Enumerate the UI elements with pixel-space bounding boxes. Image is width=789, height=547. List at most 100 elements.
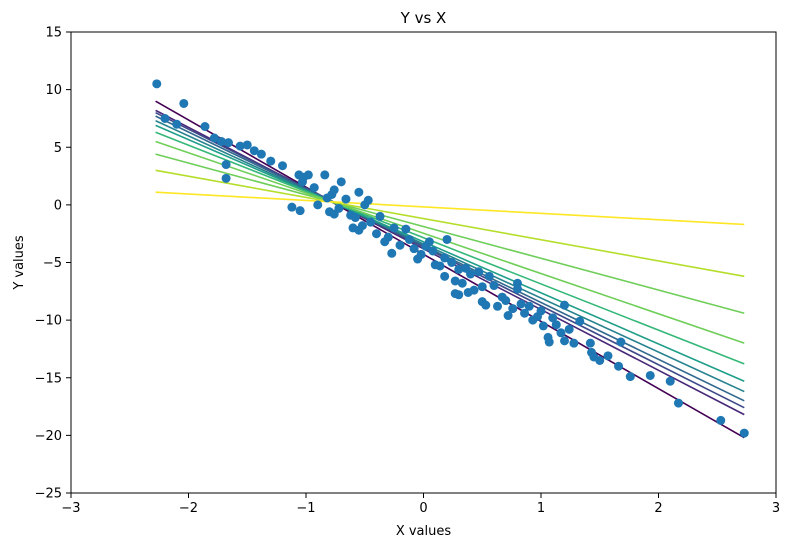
data-point-94 [548, 313, 558, 323]
data-point-11 [256, 149, 266, 159]
data-point-99 [564, 324, 574, 334]
data-point-77 [489, 281, 499, 291]
x-tick-label-1: −2 [179, 501, 198, 516]
data-point-37 [363, 195, 373, 205]
data-point-62 [447, 258, 457, 267]
data-point-91 [538, 321, 548, 331]
fit-line-5 [155, 124, 745, 382]
data-point-110 [645, 370, 655, 380]
data-point-56 [428, 246, 438, 256]
data-point-98 [560, 300, 569, 310]
data-point-106 [603, 351, 613, 361]
data-point-12 [266, 156, 276, 166]
data-point-24 [313, 200, 323, 210]
data-point-112 [673, 398, 683, 408]
data-point-100 [569, 338, 579, 348]
data-point-22 [309, 183, 319, 193]
fit-line-6 [155, 131, 745, 365]
data-point-93 [544, 337, 554, 347]
data-point-114 [739, 428, 749, 438]
data-point-101 [575, 316, 585, 326]
data-point-85 [516, 299, 526, 309]
data-point-46 [387, 248, 397, 258]
data-point-20 [303, 170, 313, 180]
data-point-16 [287, 202, 297, 212]
data-point-87 [524, 301, 534, 311]
data-point-75 [481, 300, 491, 310]
data-point-53 [416, 249, 426, 259]
scatter-points [152, 79, 749, 438]
data-point-64 [454, 264, 464, 274]
data-point-55 [424, 237, 434, 247]
x-tick-label-5: 2 [654, 501, 662, 516]
data-point-50 [404, 234, 414, 244]
fit-lines [155, 100, 745, 439]
data-point-47 [389, 223, 399, 233]
chart-title: Y vs X [400, 9, 447, 27]
data-point-6 [216, 136, 226, 146]
data-point-28 [336, 177, 346, 187]
y-axis-ticks: −25 −20 −15 −10 −5 0 5 10 15 [35, 26, 71, 502]
data-point-32 [341, 194, 351, 204]
data-point-61 [442, 234, 452, 244]
y-axis-label: Y values [12, 235, 27, 291]
data-point-67 [457, 278, 467, 288]
y-tick-label-2: −15 [35, 371, 62, 386]
y-tick-label-6: 5 [54, 141, 62, 156]
data-point-58 [435, 261, 445, 271]
data-point-108 [614, 361, 624, 371]
data-point-34 [350, 213, 360, 223]
data-point-51 [409, 244, 419, 254]
data-point-8 [235, 141, 245, 151]
data-point-10 [249, 146, 259, 156]
data-point-4 [200, 122, 210, 132]
data-point-95 [551, 320, 561, 330]
data-point-45 [383, 232, 393, 242]
data-point-2 [160, 113, 170, 123]
x-tick-label-0: −3 [61, 501, 80, 516]
data-point-3 [172, 119, 182, 129]
data-point-81 [503, 311, 513, 321]
data-point-41 [366, 217, 376, 227]
y-tick-label-4: −5 [43, 256, 62, 271]
data-point-1 [179, 98, 189, 108]
data-point-5 [209, 133, 219, 143]
data-point-97 [560, 336, 569, 346]
data-point-66 [450, 289, 460, 299]
data-point-109 [625, 372, 635, 382]
data-point-15 [221, 173, 231, 183]
data-point-27 [329, 185, 339, 195]
data-point-102 [585, 338, 595, 348]
data-point-48 [395, 240, 405, 250]
data-point-60 [440, 271, 450, 281]
x-tick-label-2: −1 [296, 501, 315, 516]
data-point-78 [493, 301, 503, 311]
data-point-90 [536, 306, 546, 316]
data-point-7 [223, 138, 233, 148]
data-point-59 [440, 253, 450, 263]
data-point-82 [508, 304, 518, 314]
data-point-42 [372, 229, 381, 239]
data-point-72 [474, 267, 484, 277]
x-tick-label-6: 3 [772, 501, 780, 516]
data-point-14 [221, 160, 231, 170]
data-point-113 [716, 415, 726, 425]
fit-line-9 [155, 169, 745, 278]
data-point-76 [484, 271, 494, 281]
data-point-74 [477, 282, 487, 292]
data-point-13 [278, 161, 287, 171]
fit-line-4 [155, 120, 745, 393]
data-point-96 [556, 328, 566, 338]
data-point-71 [469, 285, 479, 295]
data-point-40 [357, 221, 367, 231]
data-point-105 [595, 355, 605, 365]
data-point-84 [513, 278, 522, 288]
data-point-80 [501, 296, 511, 306]
x-axis-ticks: −3 −2 −1 0 1 2 3 [61, 493, 780, 516]
y-tick-label-0: −25 [35, 487, 62, 502]
data-point-23 [320, 170, 330, 180]
fit-line-10 [155, 191, 745, 226]
data-point-21 [297, 177, 307, 187]
data-point-49 [401, 224, 411, 234]
